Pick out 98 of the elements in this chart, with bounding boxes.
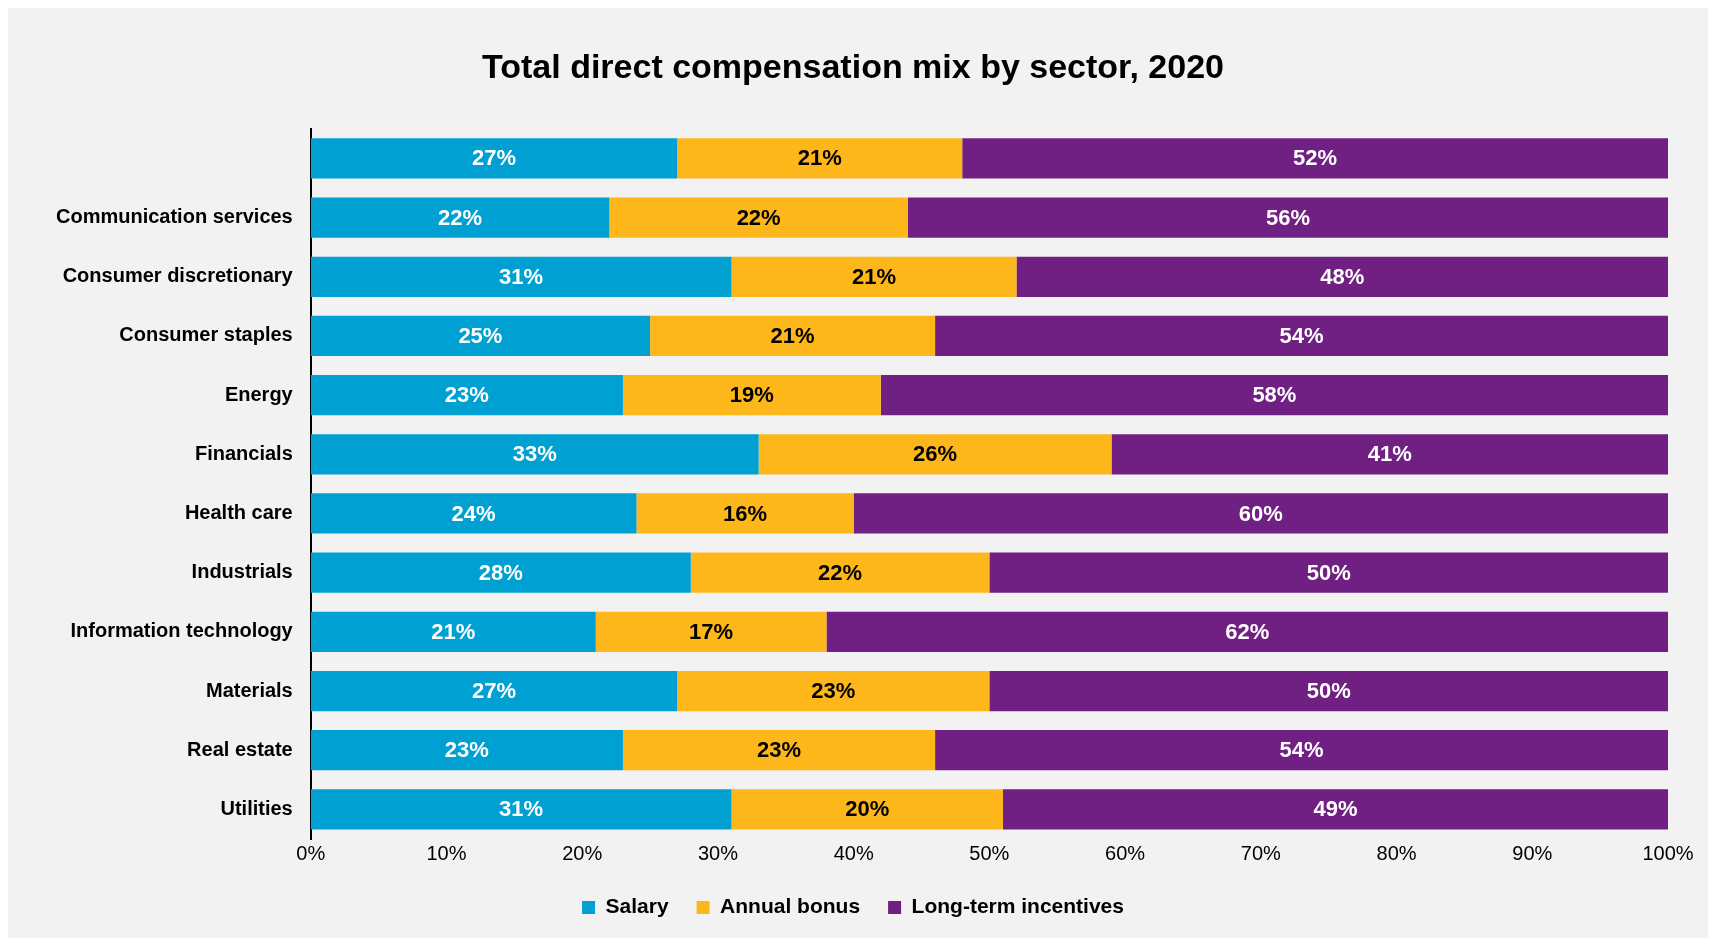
bar bbox=[677, 138, 963, 179]
data-label: 27% bbox=[471, 678, 516, 704]
x-tick-label: 0% bbox=[296, 841, 326, 864]
data-label: 58% bbox=[1252, 382, 1297, 408]
data-label: 31% bbox=[499, 263, 544, 289]
y-tick-label: Health care bbox=[184, 501, 293, 524]
bar bbox=[1016, 256, 1668, 297]
data-label: 23% bbox=[811, 678, 856, 704]
bar bbox=[310, 197, 610, 238]
data-label: 56% bbox=[1265, 204, 1310, 230]
y-tick-label: Consumer staples bbox=[119, 323, 293, 346]
data-label: 49% bbox=[1313, 796, 1358, 822]
data-label: 50% bbox=[1306, 559, 1351, 585]
bar bbox=[310, 670, 678, 712]
legend-label: Annual bonus bbox=[720, 894, 861, 918]
bar bbox=[935, 730, 1668, 771]
y-tick-label: Industrials bbox=[191, 560, 293, 583]
bar bbox=[907, 197, 1668, 238]
bar bbox=[310, 493, 637, 534]
bar bbox=[731, 256, 1017, 297]
data-label: 22% bbox=[818, 559, 863, 585]
bar bbox=[310, 434, 759, 475]
data-label: 22% bbox=[736, 204, 781, 230]
y-tick-label: Real estate bbox=[187, 737, 293, 760]
bar bbox=[310, 138, 678, 179]
bar bbox=[310, 315, 651, 357]
data-label: 52% bbox=[1293, 145, 1338, 171]
data-label: 20% bbox=[845, 796, 890, 822]
bar bbox=[310, 552, 691, 593]
data-label: 21% bbox=[851, 263, 897, 289]
data-label: 33% bbox=[512, 441, 557, 467]
legend-label: Long-term incentives bbox=[911, 894, 1124, 918]
x-tick-label: 20% bbox=[562, 841, 603, 864]
data-label: 23% bbox=[756, 737, 802, 763]
bar bbox=[989, 670, 1668, 712]
x-tick-label: 40% bbox=[833, 841, 874, 864]
bar bbox=[690, 552, 990, 593]
bar bbox=[989, 552, 1668, 593]
bar bbox=[1002, 789, 1668, 830]
data-label: 26% bbox=[913, 441, 958, 467]
bar bbox=[622, 375, 881, 416]
x-tick-label: 60% bbox=[1105, 841, 1146, 864]
bar bbox=[310, 375, 623, 416]
data-label: 31% bbox=[499, 796, 544, 822]
data-label: 60% bbox=[1238, 500, 1283, 526]
bar bbox=[310, 730, 623, 771]
x-tick-label: 70% bbox=[1240, 841, 1282, 864]
bar bbox=[310, 789, 732, 830]
bar bbox=[636, 493, 854, 534]
data-label: 21% bbox=[797, 145, 842, 171]
data-label: 22% bbox=[438, 204, 483, 230]
y-tick-label: Materials bbox=[206, 678, 293, 701]
bar bbox=[595, 611, 827, 652]
data-label: 16% bbox=[723, 500, 768, 526]
y-tick-label: Financials bbox=[194, 441, 293, 464]
x-tick-label: 30% bbox=[697, 841, 739, 864]
bar bbox=[758, 434, 1112, 475]
data-label: 54% bbox=[1279, 323, 1324, 348]
data-label: 21% bbox=[431, 618, 476, 644]
x-tick-label: 80% bbox=[1376, 841, 1417, 864]
bar bbox=[310, 611, 596, 652]
y-tick-label: Information technology bbox=[70, 619, 294, 642]
data-label: 27% bbox=[471, 145, 516, 171]
data-label: 23% bbox=[444, 382, 489, 408]
bar bbox=[310, 256, 732, 297]
bar bbox=[731, 789, 1003, 830]
x-tick-label: 10% bbox=[426, 841, 467, 864]
data-label: 54% bbox=[1279, 737, 1324, 763]
data-label: 41% bbox=[1367, 441, 1412, 467]
data-label: 25% bbox=[458, 323, 503, 348]
bar bbox=[853, 493, 1668, 534]
y-tick-label: Communication services bbox=[56, 205, 293, 228]
bar bbox=[962, 138, 1668, 179]
x-tick-label: 90% bbox=[1512, 841, 1553, 864]
data-label: 50% bbox=[1306, 678, 1351, 704]
data-label: 28% bbox=[478, 559, 523, 585]
bar bbox=[880, 375, 1668, 416]
data-label: 23% bbox=[444, 737, 489, 763]
bar bbox=[826, 611, 1668, 652]
x-tick-label: 50% bbox=[969, 841, 1010, 864]
bar bbox=[609, 197, 908, 238]
bar bbox=[935, 315, 1668, 357]
bar bbox=[622, 730, 936, 771]
data-label: 21% bbox=[770, 323, 815, 348]
data-label: 62% bbox=[1225, 618, 1270, 644]
bar bbox=[1111, 434, 1668, 475]
y-tick-label: Consumer discretionary bbox=[62, 264, 294, 287]
y-tick-label: Energy bbox=[224, 382, 294, 405]
chart-title: Total direct compensation mix by sector, 2020 bbox=[482, 46, 1224, 85]
bar bbox=[677, 670, 990, 712]
data-label: 17% bbox=[689, 618, 734, 644]
data-label: 19% bbox=[729, 382, 774, 408]
y-tick-label: Utilities bbox=[220, 796, 293, 819]
x-tick-label: 100% bbox=[1642, 841, 1694, 864]
data-label: 48% bbox=[1320, 263, 1365, 289]
data-label: 24% bbox=[451, 500, 496, 526]
legend-label: Salary bbox=[605, 894, 669, 918]
bar bbox=[650, 315, 936, 357]
